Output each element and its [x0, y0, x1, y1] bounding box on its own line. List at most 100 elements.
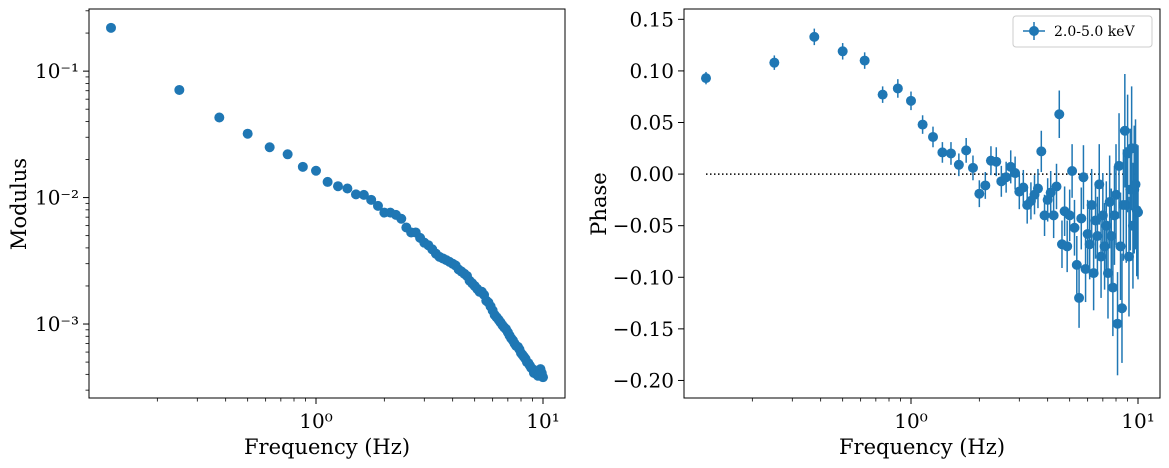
phase-data-point	[1107, 282, 1118, 293]
phase-data-point	[1064, 210, 1075, 221]
legend-box	[1012, 15, 1153, 48]
phase-plot: 10⁰ 10¹ −0.20 −0.15 −0.10 −0.05 0.00 0.05 0.10 0…	[587, 7, 1161, 459]
phase-data-point	[1048, 210, 1059, 221]
modulus-data-point	[322, 176, 333, 187]
phase-data-point	[906, 95, 917, 106]
legend-label: 2.0-5.0 keV	[1054, 24, 1135, 40]
phase-data-point	[1094, 179, 1105, 190]
modulus-data-point	[358, 189, 369, 200]
phase-x-tick-label: 10¹	[1121, 409, 1154, 433]
modulus-data-point	[396, 213, 407, 224]
phase-data-point	[1102, 268, 1113, 279]
modulus-data-point	[174, 84, 185, 95]
phase-y-tick-label: −0.15	[613, 317, 674, 341]
phase-data-point	[1084, 239, 1095, 250]
phase-data-point	[974, 188, 985, 199]
phase-data-point	[1112, 318, 1123, 329]
phase-data-point	[1088, 268, 1099, 279]
phase-x-axis-label: Frequency (Hz)	[839, 435, 1005, 459]
modulus-data-point	[366, 194, 377, 205]
phase-data-point	[1130, 179, 1141, 190]
modulus-data-point	[538, 372, 549, 383]
phase-data-point	[809, 31, 820, 42]
modulus-data-point	[372, 200, 383, 211]
phase-data-point	[1054, 109, 1065, 120]
phase-data-point	[1069, 222, 1080, 233]
phase-data-point	[1114, 160, 1125, 171]
phase-data-point	[945, 148, 956, 159]
phase-data-point	[1067, 165, 1078, 176]
phase-data-point	[837, 46, 848, 57]
phase-data-point	[980, 180, 991, 191]
modulus-points	[105, 22, 549, 383]
modulus-axes-frame	[88, 8, 566, 399]
phase-data-point	[991, 156, 1002, 167]
phase-y-ticks: −0.20 −0.15 −0.10 −0.05 0.00 0.05 0.10 0.15	[613, 7, 684, 392]
modulus-x-tick-label: 10⁰	[299, 409, 332, 433]
phase-data-point	[1092, 231, 1103, 242]
modulus-data-point	[332, 181, 343, 192]
modulus-data-point	[105, 22, 116, 33]
phase-data-point	[1104, 196, 1115, 207]
phase-y-tick-label: 0.00	[629, 162, 674, 186]
phase-data-point	[967, 162, 978, 173]
modulus-y-ticks: 10⁻³ 10⁻² 10⁻¹	[35, 10, 89, 391]
phase-data-point	[877, 89, 888, 100]
modulus-y-tick-label: 10⁻¹	[35, 59, 79, 83]
phase-data-point	[892, 83, 903, 94]
phase-data-point	[700, 73, 711, 84]
phase-data-point	[1074, 292, 1085, 303]
phase-y-tick-label: 0.10	[629, 59, 674, 83]
phase-data-point	[1099, 241, 1110, 252]
legend: 2.0-5.0 keV	[1012, 15, 1153, 48]
modulus-data-point	[342, 183, 353, 194]
modulus-data-point	[214, 112, 225, 123]
phase-points	[700, 28, 1144, 376]
phase-data-point	[1078, 172, 1089, 183]
legend-point-marker	[1029, 26, 1039, 36]
modulus-y-tick-label: 10⁻²	[35, 186, 79, 210]
phase-y-tick-label: 0.05	[629, 111, 674, 135]
phase-data-point	[927, 131, 938, 142]
phase-x-tick-label: 10⁰	[894, 409, 927, 433]
phase-data-point	[1001, 172, 1012, 183]
phase-y-tick-label: 0.15	[629, 7, 674, 31]
phase-data-point	[1097, 210, 1108, 221]
phase-y-tick-label: −0.05	[613, 214, 674, 238]
modulus-plot: 10⁰ 10¹ 10⁻³ 10⁻² 10⁻¹ Frequency (Hz) Modul…	[7, 8, 566, 459]
phase-data-point	[1116, 303, 1127, 314]
phase-data-point	[1071, 259, 1082, 270]
phase-data-point	[1109, 210, 1120, 221]
phase-axes-frame	[683, 8, 1161, 399]
modulus-x-tick-label: 10¹	[526, 409, 559, 433]
modulus-y-axis-label: Modulus	[7, 158, 31, 250]
phase-data-point	[1101, 220, 1112, 231]
modulus-data-point	[297, 161, 308, 172]
phase-data-point	[1010, 168, 1021, 179]
modulus-x-ticks: 10⁰ 10¹	[156, 398, 560, 433]
modulus-data-point	[311, 165, 322, 176]
phase-data-point	[961, 145, 972, 156]
phase-y-axis-label: Phase	[587, 172, 611, 235]
phase-data-point	[1036, 146, 1047, 157]
phase-data-point	[1051, 181, 1062, 192]
phase-data-point	[1123, 251, 1134, 262]
phase-data-point	[1076, 213, 1087, 224]
phase-data-point	[769, 57, 780, 68]
phase-data-point	[859, 55, 870, 66]
phase-data-point	[953, 159, 964, 170]
modulus-data-point	[242, 128, 253, 139]
phase-data-point	[1133, 207, 1144, 218]
phase-data-point	[1032, 183, 1043, 194]
modulus-x-axis-label: Frequency (Hz)	[244, 435, 410, 459]
modulus-data-point	[282, 149, 293, 160]
phase-data-point	[1062, 241, 1073, 252]
phase-y-tick-label: −0.10	[613, 265, 674, 289]
phase-data-point	[1086, 200, 1097, 211]
phase-data-point	[1018, 182, 1029, 193]
phase-x-ticks: 10⁰ 10¹	[751, 398, 1155, 433]
phase-data-point	[917, 119, 928, 130]
modulus-y-tick-label: 10⁻³	[35, 312, 79, 336]
phase-y-tick-label: −0.20	[613, 368, 674, 392]
